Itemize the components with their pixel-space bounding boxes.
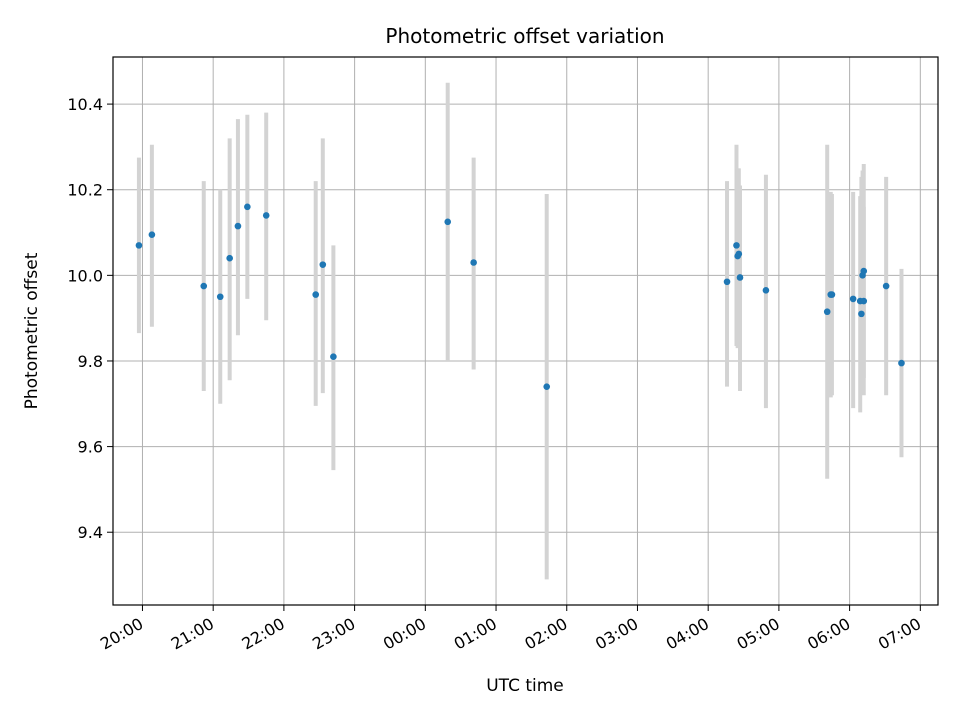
data-point xyxy=(733,242,740,249)
data-point xyxy=(244,203,251,211)
data-point xyxy=(849,295,857,303)
y-axis-ticks: 9.4 9.6 9.8 10.0 10.2 10.4 xyxy=(67,95,113,542)
data-point xyxy=(226,254,233,262)
data-point xyxy=(470,259,477,266)
y-tick-label: 10.0 xyxy=(67,266,103,285)
chart-title: Photometric offset variation xyxy=(385,24,664,48)
data-point xyxy=(860,267,868,275)
data-point xyxy=(828,291,836,298)
y-tick-label: 10.2 xyxy=(67,181,103,200)
data-point xyxy=(762,287,770,294)
y-tick-label: 9.6 xyxy=(78,438,103,457)
data-point xyxy=(148,231,156,238)
y-axis-label: Photometric offset xyxy=(22,252,42,409)
data-point xyxy=(736,274,744,281)
data-point xyxy=(135,242,143,249)
data-point xyxy=(216,293,224,301)
data-point xyxy=(860,297,868,305)
data-point xyxy=(723,278,731,286)
grid-lines xyxy=(113,57,938,605)
data-point xyxy=(319,261,327,268)
data-point xyxy=(234,222,242,230)
data-point xyxy=(444,218,452,226)
data-point xyxy=(330,353,337,360)
data-point xyxy=(898,359,905,367)
y-tick-label: 9.4 xyxy=(78,523,103,542)
data-point xyxy=(543,383,551,390)
data-points xyxy=(135,203,905,390)
plot-frame xyxy=(112,56,939,606)
y-tick-label: 9.8 xyxy=(78,352,103,371)
data-point xyxy=(882,282,890,290)
data-point xyxy=(262,212,270,219)
data-point xyxy=(312,291,320,298)
data-point xyxy=(858,310,865,318)
y-tick-label: 10.4 xyxy=(67,95,103,114)
data-point xyxy=(200,282,208,290)
data-point xyxy=(735,250,743,258)
x-axis-label: UTC time xyxy=(486,676,564,696)
data-point xyxy=(823,308,831,316)
